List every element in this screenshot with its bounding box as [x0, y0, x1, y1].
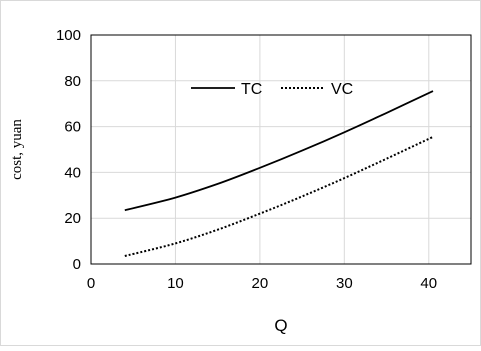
- y-tick-label: 80: [64, 73, 81, 90]
- x-tick-label: 40: [420, 275, 437, 292]
- x-axis-title: Q: [274, 316, 287, 335]
- tick-labels: 0 20 40 60 80 100 0 10 20 30 40: [56, 27, 437, 292]
- y-tick-label: 40: [64, 164, 81, 181]
- y-tick-label: 60: [64, 119, 81, 136]
- series-line-vc: [124, 135, 434, 257]
- plot-area-border: [90, 34, 472, 265]
- legend-label-tc: TC: [241, 81, 262, 98]
- series-line-tc: [124, 90, 434, 212]
- x-tick-label: 0: [87, 275, 95, 292]
- x-tick-label: 10: [167, 275, 184, 292]
- legend: TC VC: [191, 81, 353, 98]
- series-lines: [124, 90, 434, 257]
- x-tick-label: 30: [336, 275, 353, 292]
- y-tick-label: 0: [73, 256, 81, 273]
- y-tick-label: 20: [64, 210, 81, 227]
- x-tick-label: 20: [252, 275, 269, 292]
- legend-label-vc: VC: [331, 81, 353, 98]
- y-axis-title: cost, yuan: [9, 119, 25, 180]
- y-tick-label: 100: [56, 27, 81, 44]
